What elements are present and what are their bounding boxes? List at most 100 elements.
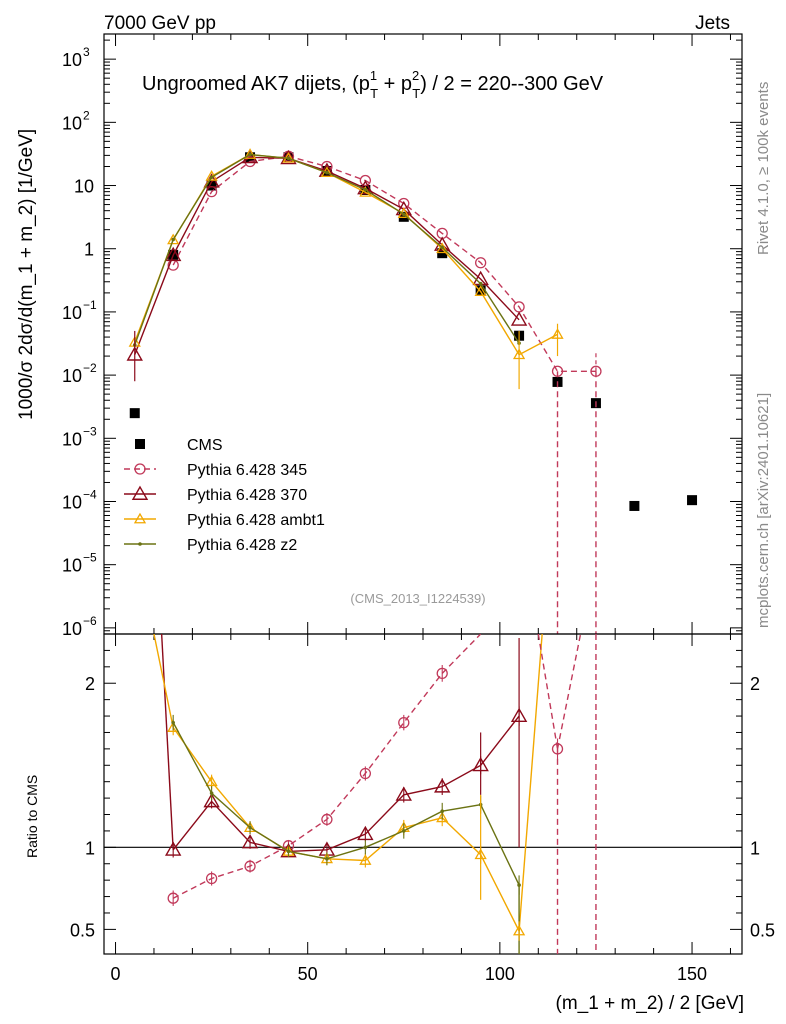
- ambt1-ratio-edge: [153, 634, 174, 728]
- ratio-y-tick-label: 1: [750, 838, 760, 858]
- ratio-ylabel: Ratio to CMS: [24, 775, 40, 858]
- y-tick-label: 10: [62, 303, 82, 323]
- ambt1-marker: [436, 242, 449, 254]
- x-tick-label: 150: [677, 964, 707, 984]
- p345-marker: [359, 174, 371, 187]
- title-sub: T: [370, 86, 378, 101]
- p370-marker: [241, 833, 259, 849]
- z2-marker: [171, 237, 175, 242]
- xlabel: (m_1 + m_2) / 2 [GeV]: [556, 993, 745, 1014]
- ratio-y-tick-label: 1: [85, 838, 95, 858]
- mcplots-label: mcplots.cern.ch [arXiv:2401.10621]: [755, 393, 772, 628]
- p370-marker: [357, 825, 374, 841]
- ratio-series-group: [153, 634, 597, 954]
- cms-data-point: [475, 285, 486, 296]
- legend-label: Pythia 6.428 z2: [187, 537, 297, 554]
- legend: CMS Pythia 6.428 345 Pythia 6.428 370 Pythi…: [124, 437, 325, 554]
- ratio-y-tick-label: 2: [750, 674, 760, 694]
- z2-marker: [325, 170, 329, 175]
- ambt1-marker: [243, 148, 257, 159]
- p345-ratio-edge: [556, 634, 582, 750]
- cms-data-point: [206, 180, 217, 191]
- y-tick-label: 10: [62, 366, 82, 386]
- z2-marker: [517, 883, 521, 887]
- legend-label: Pythia 6.428 370: [187, 487, 307, 504]
- y-tick-exponent: 3: [83, 45, 90, 59]
- cms-data-point: [129, 408, 140, 419]
- rivet-label: Rivet 4.1.0, ≥ 100k events: [755, 82, 772, 255]
- p345-marker: [205, 872, 218, 885]
- p345-marker: [167, 892, 179, 904]
- y-tick-exponent: −1: [83, 298, 97, 312]
- z2-marker: [478, 281, 483, 286]
- ambt1-marker: [436, 811, 449, 823]
- analysis-id: (CMS_2013_I1224539): [350, 591, 485, 606]
- p370-marker: [510, 311, 528, 326]
- ambt1-marker: [359, 854, 372, 865]
- y-tick-exponent: −2: [83, 361, 97, 375]
- p370-marker: [164, 841, 182, 856]
- z2-ratio-line: [172, 722, 520, 886]
- cms-data-point: [629, 500, 640, 511]
- p345-marker: [398, 716, 410, 729]
- cms-data-point: [437, 248, 448, 259]
- legend-label: Pythia 6.428 345: [187, 462, 307, 479]
- y-tick-exponent: −5: [83, 551, 97, 565]
- ambt1-marker: [205, 775, 218, 787]
- legend-z2-marker: [138, 542, 142, 546]
- legend-p345-marker: [134, 463, 146, 475]
- y-tick-label: 10: [62, 113, 82, 133]
- header-right-label: Jets: [695, 13, 730, 34]
- z2-marker: [209, 791, 214, 795]
- z2-marker: [248, 152, 252, 157]
- title-part: ) / 2 = 220--300 GeV: [420, 73, 604, 95]
- main-title: Ungroomed AK7 dijets, (p1 T + p2 T) / 2 = …: [142, 68, 604, 101]
- ambt1-marker: [512, 924, 526, 936]
- legend-p370-marker: [131, 485, 149, 500]
- p345-ratio-edge: [441, 634, 482, 674]
- z2-marker: [440, 245, 445, 250]
- z2-marker: [363, 845, 368, 850]
- ambt1-ratio-line: [172, 727, 520, 932]
- z2-marker: [401, 212, 406, 217]
- z2-marker: [286, 849, 291, 854]
- z2-marker: [440, 809, 445, 814]
- p345-line: [172, 155, 596, 372]
- title-sub: T: [412, 86, 420, 101]
- ambt1-line: [134, 153, 558, 356]
- p345-marker: [359, 767, 371, 780]
- header-left-label: 7000 GeV pp: [104, 13, 216, 34]
- p370-ratio-edge: [160, 634, 174, 850]
- x-tick-label: 0: [111, 964, 121, 984]
- x-tick-label: 100: [485, 964, 515, 984]
- ratio-y-tick-label: 2: [85, 674, 95, 694]
- y-tick-label: 10: [62, 556, 82, 576]
- p370-ratio-line: [172, 715, 520, 853]
- y-tick-label: 10: [62, 50, 82, 70]
- z2-marker: [248, 825, 252, 830]
- z2-marker: [325, 857, 329, 861]
- title-sup: 2: [412, 68, 419, 83]
- y-tick-label: 10: [62, 429, 82, 449]
- p345-marker: [475, 257, 487, 269]
- p345-marker: [321, 813, 333, 826]
- ambt1-ratio-edge: [518, 634, 543, 932]
- title-sup: 1: [370, 68, 377, 83]
- z2-marker: [209, 175, 214, 180]
- p370-line: [134, 156, 520, 355]
- x-tick-label: 50: [298, 964, 318, 984]
- ratio-frame: [103, 633, 743, 955]
- legend-ambt1-marker: [133, 512, 147, 524]
- y-tick-label: 10: [62, 619, 82, 639]
- p370-marker: [203, 792, 220, 808]
- p345-marker: [436, 667, 448, 680]
- legend-cms-marker: [135, 439, 145, 449]
- p345-ratio-line: [172, 672, 443, 899]
- legend-label: CMS: [187, 437, 223, 454]
- z2-line: [134, 153, 520, 346]
- p370-marker: [395, 786, 412, 801]
- y-tick-label: 1: [84, 240, 94, 260]
- ambt1-marker: [474, 285, 487, 296]
